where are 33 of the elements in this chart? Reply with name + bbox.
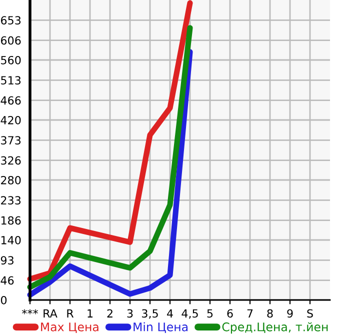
y-tick-label: 606: [1, 36, 21, 45]
legend-label: Min Цена: [134, 322, 188, 334]
y-tick-label: 140: [1, 236, 21, 244]
x-tick-label: 3: [127, 309, 133, 318]
y-tick-label: 0: [0, 296, 7, 304]
y-tick-label: 466: [0, 96, 21, 105]
x-tick-label: 4,5: [182, 309, 198, 319]
x-tick-label: 3,5: [142, 309, 158, 319]
y-tick-label: 326: [1, 156, 21, 165]
y-tick-label: 186: [1, 216, 21, 225]
x-tick-label: 7: [247, 309, 253, 318]
y-tick-label: 653: [1, 16, 21, 25]
y-tick-label: 420: [0, 116, 21, 124]
y-tick-label: 513: [1, 76, 21, 85]
x-tick-label: 6: [227, 309, 233, 318]
x-tick-label: RA: [44, 309, 58, 318]
x-tick-label: ***: [22, 309, 38, 314]
x-tick-label: 9: [287, 309, 293, 318]
y-tick-label: 93: [0, 256, 14, 265]
y-tick-label: 373: [1, 136, 21, 145]
y-tick-label: 46: [0, 276, 14, 285]
x-tick-label: S: [307, 309, 313, 318]
x-tick-label: R: [67, 309, 74, 318]
x-tick-label: 5: [207, 309, 213, 318]
y-tick-label: 280: [1, 176, 21, 184]
y-tick-label: 560: [1, 56, 21, 64]
x-tick-label: 1: [88, 309, 93, 318]
x-tick-label: 2: [107, 309, 112, 318]
x-tick-label: 4: [167, 309, 173, 318]
y-tick-label: 233: [1, 196, 21, 205]
legend-label: Сред.Цена, т.йен: [222, 322, 328, 334]
x-tick-label: 8: [267, 309, 273, 318]
legend-label: Max Цена: [41, 322, 98, 334]
